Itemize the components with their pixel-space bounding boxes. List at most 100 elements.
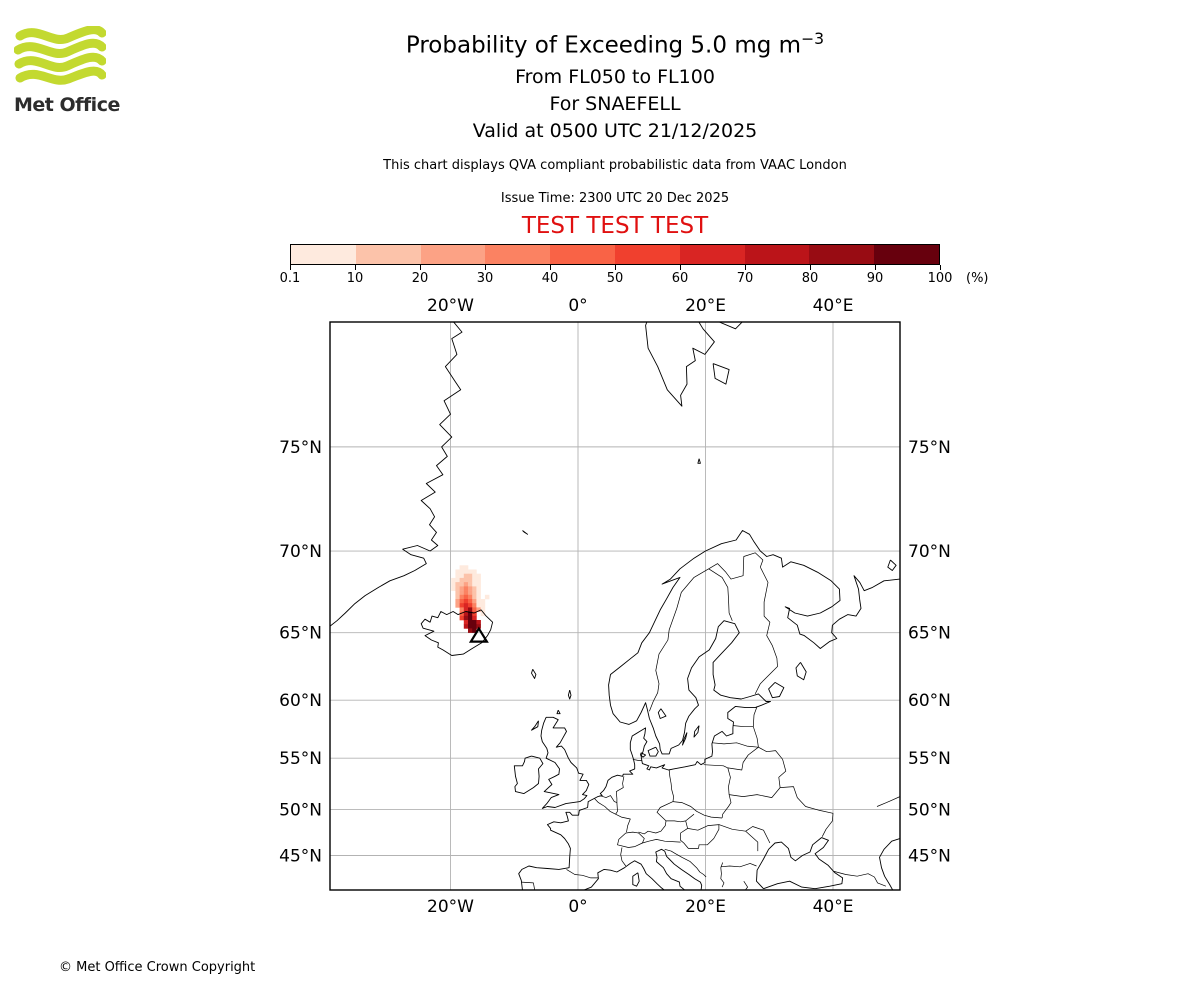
lat-tick-label-right: 50°N: [908, 800, 951, 820]
plume-cell: [459, 582, 465, 587]
plume-cell: [476, 590, 481, 596]
plume-cell: [476, 594, 481, 600]
border-france-italy: [620, 847, 627, 867]
border-germany-austria: [638, 820, 667, 835]
colorbar-tick-label: 100: [927, 271, 953, 286]
plume-cell: [455, 594, 460, 600]
lon-tick-label-bottom: 0°: [568, 897, 587, 917]
border-finland-russia: [754, 566, 778, 695]
map-content: [330, 322, 900, 890]
plume-cell: [484, 594, 490, 600]
plume-cell: [468, 569, 473, 574]
colorbar-segment: [679, 245, 745, 264]
colorbar-tick-label: 80: [801, 271, 819, 286]
plume-cell: [463, 607, 469, 612]
border-lithuania-belarus: [727, 746, 759, 771]
met-office-logo-icon: [13, 25, 107, 85]
coastline-bear-island: [697, 458, 701, 464]
plume-cell: [476, 620, 481, 625]
colorbar-tick-label: 70: [736, 271, 754, 286]
plume-cell: [480, 599, 486, 604]
plume-cell: [463, 594, 469, 600]
met-office-logo-text: Met Office: [14, 94, 120, 116]
qva-note: This chart displays QVA compliant probab…: [383, 158, 847, 173]
plume-cell: [468, 573, 473, 579]
plume-cell: [472, 624, 477, 629]
plume-cell: [455, 577, 460, 583]
plume-cell: [455, 599, 460, 604]
plume-cell: [459, 603, 465, 608]
plume-cell: [463, 603, 469, 608]
coastline-funen: [640, 752, 647, 758]
subtitle-flight-levels: From FL050 to FL100: [515, 66, 715, 88]
plume-cell: [476, 624, 481, 629]
coastline-mediterranean-west-coast: [582, 860, 665, 890]
colorbar-tick-label: 90: [866, 271, 884, 286]
coastline-zealand: [647, 746, 659, 757]
border-romania-ukraine-moldova: [718, 824, 771, 844]
colorbar-tick: [550, 265, 551, 270]
coastline-lake-vanern: [657, 708, 667, 719]
plume-cell: [468, 620, 473, 625]
lat-tick-label-right: 55°N: [908, 749, 951, 769]
map-frame: [329, 321, 901, 891]
plume-cell: [459, 565, 465, 570]
border-poland-czech-slovakia: [672, 801, 723, 819]
coastline-greenland-east-coast: [330, 322, 463, 627]
border-hungary-boundary: [680, 820, 720, 849]
plume-cell: [472, 586, 477, 591]
border-latvia-russia-belarus: [752, 726, 759, 748]
plume-cell: [472, 590, 477, 596]
lat-tick-label-left: 60°N: [279, 691, 322, 711]
border-ukraine-belarus: [729, 787, 781, 798]
volcano-marker: [468, 626, 489, 643]
coastline-ireland: [513, 755, 544, 795]
plume-cell: [463, 624, 469, 629]
colorbar-strip: [290, 244, 940, 265]
plume-cell: [455, 569, 460, 574]
colorbar-tick-label: 10: [346, 271, 364, 286]
colorbar-segment: [614, 245, 680, 264]
colorbar-segment: [550, 245, 615, 264]
plume-cell: [463, 577, 469, 583]
met-office-logo: Met Office: [13, 25, 124, 116]
plume-cell: [468, 611, 473, 617]
lat-tick-label-left: 70°N: [279, 542, 322, 562]
plume-cell: [463, 599, 469, 604]
plume-cell: [480, 603, 486, 608]
colorbar-tick-label: 0.1: [279, 271, 301, 286]
border-czech-germany: [656, 801, 674, 822]
plume-cell: [476, 582, 481, 587]
plume-cell: [455, 586, 460, 591]
lat-tick-label-right: 65°N: [908, 624, 951, 644]
plume-cell: [459, 577, 465, 583]
map-gridlines: [330, 322, 900, 890]
ash-plume-cells: [451, 565, 490, 633]
colorbar-tick-label: 50: [606, 271, 624, 286]
coastline-iceland: [420, 609, 494, 656]
plume-cell: [476, 586, 481, 591]
title-main: Probability of Exceeding 5.0 mg m: [405, 32, 802, 59]
plume-cell: [468, 603, 473, 608]
plume-cell: [451, 582, 456, 587]
plume-cell: [459, 594, 465, 600]
plume-cell: [472, 611, 477, 617]
plume-cell: [459, 586, 465, 591]
coastline-shetland: [567, 689, 572, 700]
plume-cell: [463, 569, 469, 574]
lon-tick-label-top: 0°: [568, 296, 587, 316]
colorbar-tick-label: 40: [541, 271, 559, 286]
plume-cell: [459, 599, 465, 604]
border-poland-belarus-ukraine: [721, 767, 732, 819]
border-estonia-latvia: [733, 725, 754, 728]
plume-cell: [480, 607, 486, 612]
border-slovenia-croatia-bosnia: [664, 848, 707, 878]
colorbar-tick-label: 30: [476, 271, 494, 286]
plume-cell: [472, 569, 477, 574]
colorbar-unit-label: (%): [966, 271, 989, 286]
lat-tick-label-right: 45°N: [908, 847, 951, 867]
border-romania-moldova: [745, 830, 759, 852]
plume-cell: [472, 573, 477, 579]
test-banner: TEST TEST TEST: [521, 213, 709, 239]
colorbar-tick: [485, 265, 486, 270]
